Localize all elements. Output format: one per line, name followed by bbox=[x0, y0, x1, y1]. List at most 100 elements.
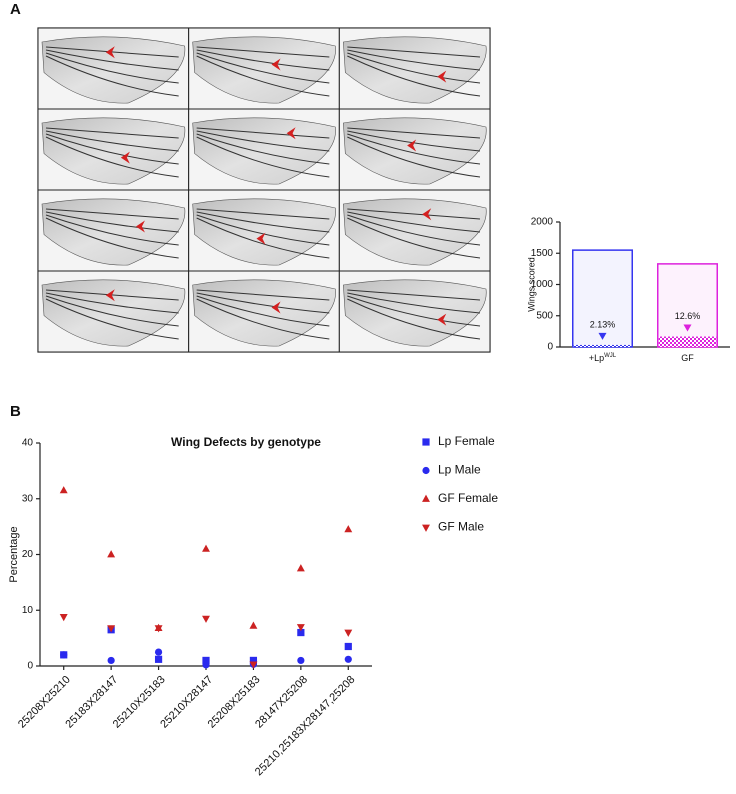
wing-vein bbox=[196, 208, 330, 220]
defect-marker bbox=[598, 332, 607, 340]
chart-title: Wing Defects by genotype bbox=[171, 435, 321, 449]
wing-vein bbox=[196, 295, 330, 327]
marker bbox=[59, 486, 68, 494]
wing-vein bbox=[347, 295, 481, 327]
marker bbox=[154, 648, 163, 656]
defect-arrow bbox=[271, 58, 281, 71]
y-tick-label: 0 bbox=[27, 661, 33, 672]
wing-vein bbox=[196, 130, 330, 152]
wing-vein bbox=[45, 130, 179, 152]
y-tick-label: 2000 bbox=[531, 217, 554, 228]
wing-vein bbox=[196, 211, 330, 233]
marker bbox=[107, 625, 116, 633]
marker bbox=[154, 655, 163, 663]
legend-label: GF Female bbox=[438, 491, 498, 505]
wing-vein bbox=[45, 298, 179, 340]
marker bbox=[107, 550, 116, 558]
defect-arrow bbox=[256, 232, 266, 245]
defect-arrow bbox=[271, 301, 281, 314]
wing-vein bbox=[196, 289, 330, 301]
defect-bar bbox=[573, 344, 632, 347]
defect-arrow bbox=[135, 220, 145, 233]
marker bbox=[297, 656, 305, 665]
wing-vein bbox=[45, 46, 179, 58]
bar bbox=[572, 249, 633, 348]
wing-vein bbox=[196, 298, 330, 340]
y-tick-label: 0 bbox=[547, 342, 553, 353]
panel-label: A bbox=[10, 1, 21, 18]
wing-image-grid bbox=[37, 27, 491, 353]
legend-label: GF Male bbox=[438, 520, 484, 534]
wing-vein bbox=[196, 49, 330, 71]
wing-vein bbox=[196, 52, 330, 84]
wing-vein bbox=[347, 133, 481, 165]
wing-vein bbox=[347, 217, 481, 259]
wing-vein bbox=[45, 214, 179, 246]
wing-vein bbox=[45, 52, 179, 84]
defect-arrow bbox=[437, 70, 447, 83]
y-axis-label: Wings scored bbox=[526, 257, 536, 312]
defect-arrow bbox=[422, 208, 432, 221]
defect-arrow bbox=[437, 313, 447, 326]
marker bbox=[344, 655, 352, 663]
wing-vein bbox=[196, 133, 330, 165]
defect-arrow bbox=[105, 289, 115, 302]
x-tick-label: +LpWJL bbox=[589, 353, 617, 364]
wing-vein bbox=[45, 211, 179, 233]
wing-vein bbox=[347, 52, 481, 84]
x-tick-label: GF bbox=[681, 353, 694, 363]
marker bbox=[249, 661, 258, 669]
value-label: 12.6% bbox=[675, 311, 701, 321]
y-tick-label: 40 bbox=[22, 438, 34, 449]
y-tick-label: 20 bbox=[22, 549, 34, 560]
wing-vein bbox=[347, 292, 481, 314]
wing-vein bbox=[196, 217, 330, 259]
y-axis-label: Percentage bbox=[8, 526, 20, 582]
marker bbox=[202, 656, 210, 665]
y-tick-label: 1000 bbox=[531, 279, 554, 290]
category: GF bbox=[681, 353, 694, 363]
wing-vein bbox=[196, 46, 330, 58]
wing-vein bbox=[347, 127, 481, 139]
wing-vein bbox=[347, 214, 481, 246]
defect-arrow bbox=[286, 127, 296, 140]
category-superscript: WJL bbox=[604, 353, 617, 359]
category: +Lp bbox=[589, 353, 604, 363]
legend-label: Lp Male bbox=[438, 463, 481, 477]
marker bbox=[344, 525, 353, 533]
bar bbox=[657, 263, 718, 348]
wing-vein bbox=[347, 211, 481, 233]
wing-vein bbox=[45, 295, 179, 327]
wing-vein bbox=[347, 49, 481, 71]
wing-vein bbox=[196, 136, 330, 178]
marker bbox=[344, 642, 352, 651]
marker bbox=[202, 661, 210, 669]
marker bbox=[107, 656, 115, 665]
wing-vein bbox=[45, 49, 179, 71]
wing-vein bbox=[45, 55, 179, 97]
wing-vein bbox=[45, 133, 179, 165]
wing-vein bbox=[196, 127, 330, 139]
wing-vein bbox=[45, 292, 179, 314]
marker bbox=[422, 524, 430, 532]
marker bbox=[249, 621, 258, 629]
marker bbox=[154, 625, 163, 633]
wing-vein bbox=[347, 208, 481, 220]
defect-marker bbox=[683, 324, 692, 332]
marker bbox=[59, 614, 68, 622]
wing-vein bbox=[196, 55, 330, 97]
wing-vein bbox=[347, 298, 481, 340]
wing-vein bbox=[347, 136, 481, 178]
wing-vein bbox=[45, 136, 179, 178]
marker bbox=[296, 564, 305, 572]
wing-vein bbox=[45, 217, 179, 259]
wing-vein bbox=[347, 289, 481, 301]
defect-bar bbox=[658, 336, 717, 347]
marker bbox=[202, 544, 210, 552]
defect-arrow bbox=[105, 46, 115, 59]
y-tick-label: 1500 bbox=[531, 248, 554, 259]
marker bbox=[422, 494, 430, 502]
marker bbox=[249, 656, 258, 665]
marker bbox=[422, 466, 430, 475]
